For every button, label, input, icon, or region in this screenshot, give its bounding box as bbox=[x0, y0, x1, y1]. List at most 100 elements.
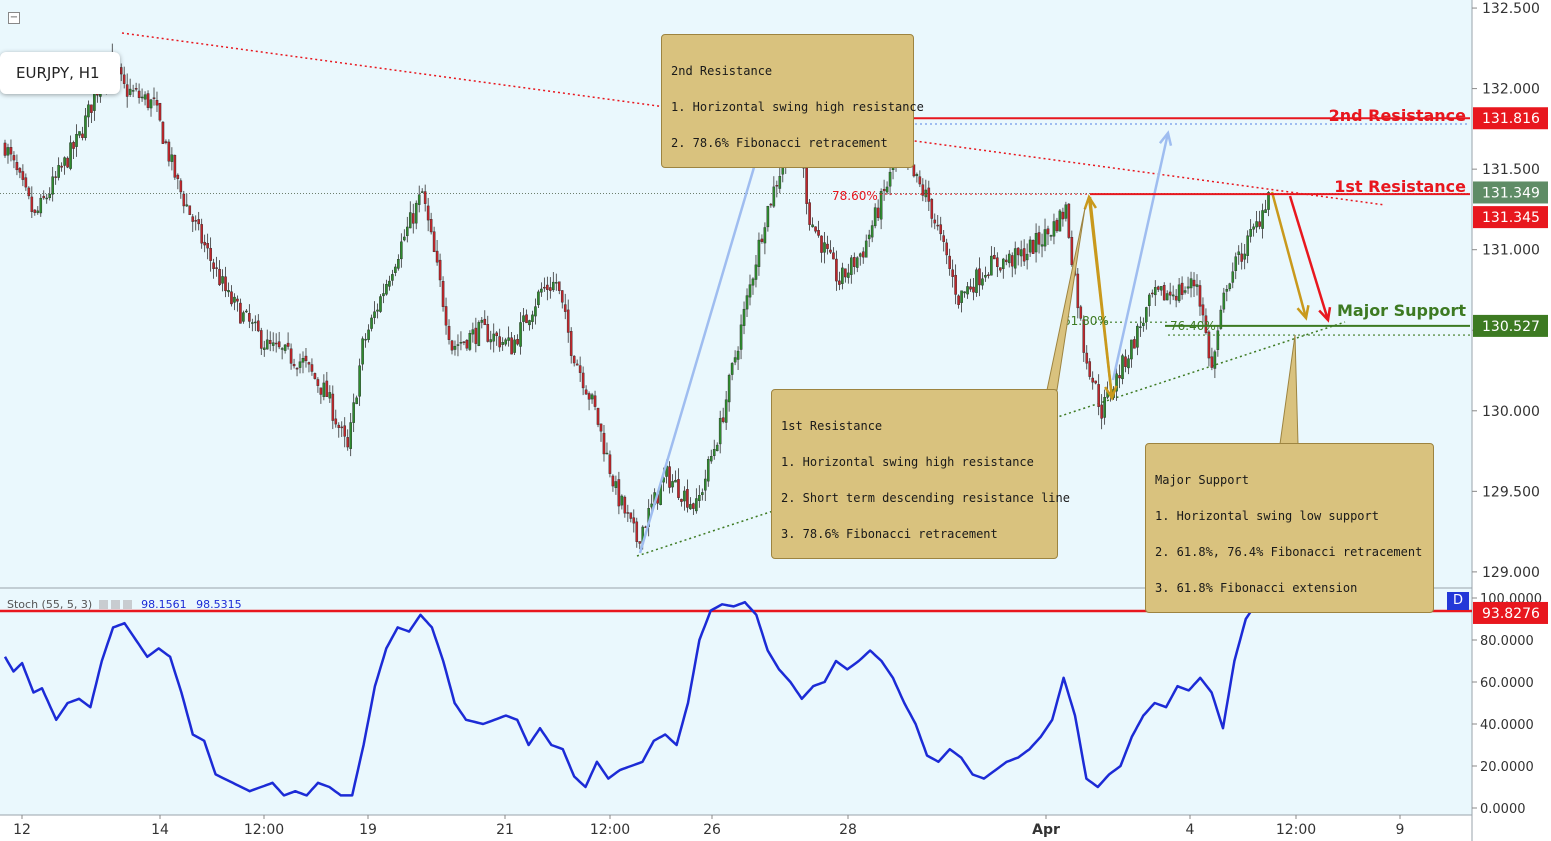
candle bbox=[9, 147, 13, 155]
candle bbox=[1258, 221, 1261, 227]
candle bbox=[78, 131, 81, 136]
candle bbox=[254, 321, 257, 324]
x-tick-label: Apr bbox=[1032, 822, 1060, 838]
candle bbox=[1091, 377, 1094, 383]
candle bbox=[468, 333, 472, 350]
candle bbox=[30, 196, 34, 212]
candle bbox=[867, 234, 871, 240]
candle bbox=[69, 142, 72, 169]
candle bbox=[408, 212, 412, 229]
candle bbox=[93, 93, 96, 111]
candle bbox=[706, 459, 710, 482]
fib-extension-arrow-2-head bbox=[1158, 130, 1173, 146]
candle bbox=[1004, 259, 1008, 263]
candle bbox=[602, 432, 606, 455]
candle bbox=[265, 339, 269, 350]
candle bbox=[125, 84, 129, 97]
candle bbox=[176, 174, 180, 180]
candle bbox=[1210, 356, 1214, 368]
candle bbox=[406, 226, 409, 237]
candle bbox=[27, 187, 31, 197]
candle bbox=[301, 358, 305, 363]
candle bbox=[164, 141, 168, 143]
candle bbox=[1216, 330, 1220, 350]
candle bbox=[316, 379, 320, 386]
y-tick-label: 131.000 bbox=[1482, 243, 1540, 259]
candle bbox=[358, 365, 361, 397]
candle bbox=[343, 425, 347, 437]
candle bbox=[1094, 380, 1097, 384]
candle bbox=[1043, 229, 1047, 247]
candle bbox=[334, 418, 338, 425]
candle bbox=[248, 313, 251, 322]
candle bbox=[1085, 352, 1089, 364]
candle bbox=[331, 393, 335, 421]
close-icon[interactable] bbox=[122, 600, 132, 609]
badge-stoch-level-bg bbox=[1473, 601, 1548, 624]
candle bbox=[540, 288, 543, 293]
candle bbox=[414, 202, 418, 224]
candle bbox=[704, 478, 707, 491]
candle bbox=[566, 309, 570, 333]
candle bbox=[549, 287, 552, 291]
stoch-legend: Stoch (55, 5, 3) 98.1561 98.5315 bbox=[7, 598, 242, 611]
candle bbox=[432, 231, 436, 253]
fib-extension-arrow-2 bbox=[1111, 132, 1170, 381]
candle bbox=[1237, 251, 1241, 255]
candle bbox=[1261, 210, 1264, 229]
candle bbox=[844, 268, 847, 278]
candle bbox=[882, 188, 886, 192]
candle bbox=[611, 475, 615, 487]
fib-extension-arrow-1 bbox=[638, 119, 770, 554]
candle bbox=[417, 194, 421, 205]
fib-retrace-arrow-up-head bbox=[1083, 194, 1098, 210]
candle bbox=[1067, 203, 1071, 238]
candle bbox=[280, 348, 284, 350]
candle bbox=[498, 336, 501, 348]
candle bbox=[483, 318, 487, 326]
candle bbox=[367, 329, 370, 340]
candle bbox=[1034, 232, 1038, 253]
candle bbox=[54, 176, 57, 178]
candle bbox=[352, 402, 355, 423]
candle bbox=[60, 165, 63, 168]
candle bbox=[185, 204, 189, 207]
candle bbox=[927, 187, 931, 202]
projected-path-gold-arrow bbox=[1270, 191, 1308, 319]
callout-line: 3. 78.6% Fibonacci retracement bbox=[781, 527, 998, 541]
candle bbox=[1121, 355, 1124, 380]
candle bbox=[251, 322, 254, 324]
candle bbox=[763, 227, 767, 244]
stoch-legend-label: Stoch (55, 5, 3) bbox=[7, 598, 93, 611]
candle bbox=[510, 337, 513, 355]
candle bbox=[957, 295, 960, 305]
minus-square-icon[interactable]: − bbox=[8, 12, 20, 24]
candle bbox=[492, 333, 496, 342]
candle bbox=[340, 426, 344, 429]
candle bbox=[543, 286, 546, 289]
gear-icon[interactable] bbox=[110, 600, 120, 609]
candle bbox=[90, 104, 93, 113]
candle bbox=[1064, 204, 1068, 219]
candle bbox=[850, 257, 853, 275]
candle bbox=[984, 275, 987, 278]
candle bbox=[918, 176, 922, 185]
candle bbox=[671, 481, 674, 488]
eye-icon[interactable] bbox=[98, 600, 108, 609]
projected-path-gold-arrow-head bbox=[1296, 304, 1310, 321]
candle bbox=[385, 284, 388, 295]
label-1st-resistance: 1st Resistance bbox=[1334, 177, 1466, 196]
candle bbox=[575, 363, 579, 366]
candle bbox=[1255, 221, 1258, 228]
candle bbox=[119, 67, 123, 75]
candle bbox=[394, 266, 397, 273]
timeframe-d-badge[interactable]: D bbox=[1447, 592, 1469, 610]
callout-line: 2nd Resistance bbox=[671, 64, 773, 78]
candle bbox=[569, 331, 573, 356]
candle bbox=[155, 100, 159, 106]
candle bbox=[364, 338, 367, 341]
candle bbox=[313, 373, 317, 379]
candle bbox=[224, 276, 227, 292]
candle bbox=[978, 268, 981, 286]
callout-line: 3. 61.8% Fibonacci extension bbox=[1155, 581, 1358, 595]
